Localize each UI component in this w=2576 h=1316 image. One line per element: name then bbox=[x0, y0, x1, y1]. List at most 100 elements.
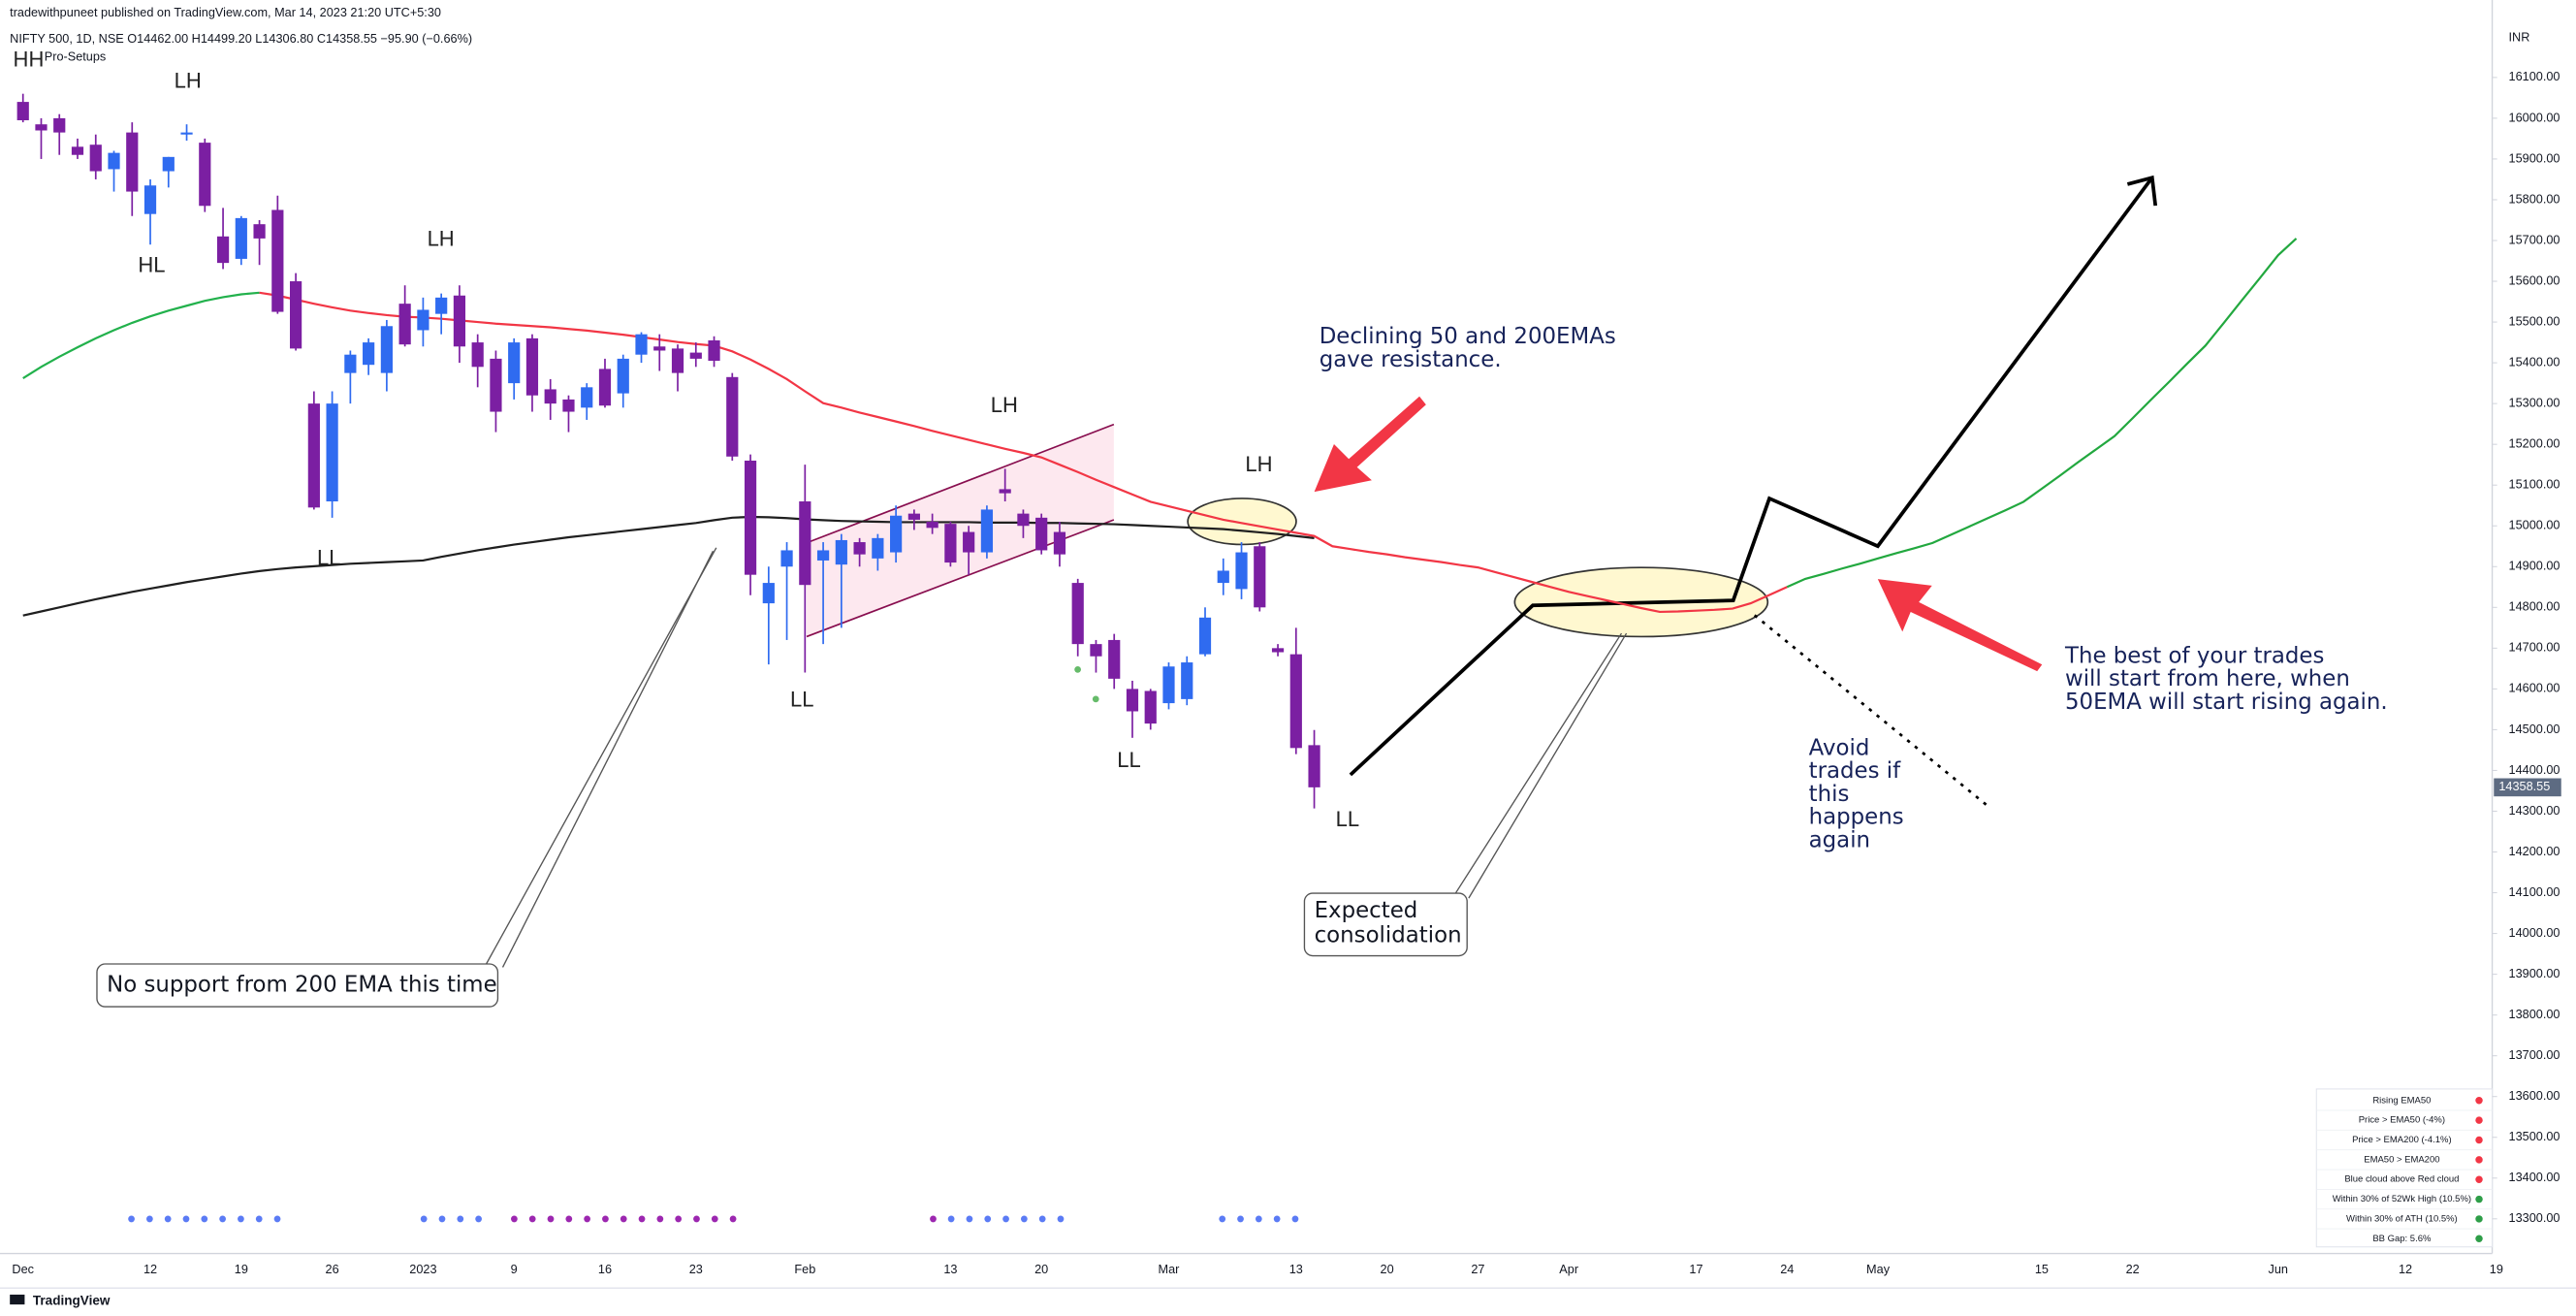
candle-body bbox=[471, 342, 484, 368]
wave-label: LH bbox=[175, 69, 202, 93]
channel-upper bbox=[806, 423, 1115, 544]
candle-body bbox=[1217, 570, 1229, 584]
candle-body bbox=[235, 217, 247, 259]
candle-body bbox=[1162, 666, 1175, 704]
candle-body bbox=[816, 550, 830, 561]
wave-label: LH bbox=[991, 393, 1018, 417]
signal-dot bbox=[1255, 1215, 1262, 1223]
candle-body bbox=[1144, 690, 1157, 724]
signal-dot bbox=[947, 1215, 955, 1223]
x-tick-label: Feb bbox=[794, 1262, 815, 1276]
signal-dot bbox=[510, 1215, 518, 1223]
candle-body bbox=[53, 117, 66, 133]
x-tick-label: 27 bbox=[1471, 1262, 1484, 1276]
x-tick-label: Jun bbox=[2269, 1262, 2288, 1276]
candle-body bbox=[453, 295, 466, 347]
y-tick-label: 14000.00 bbox=[2509, 925, 2560, 940]
signal-dot bbox=[182, 1215, 190, 1223]
candle-body bbox=[726, 376, 739, 457]
signal-dot bbox=[273, 1215, 281, 1223]
y-tick-label: 15000.00 bbox=[2509, 518, 2560, 532]
candle-body bbox=[271, 209, 284, 312]
y-tick-label: 16100.00 bbox=[2509, 69, 2560, 83]
signal-dot bbox=[438, 1215, 446, 1223]
annotation: 50EMA will start rising again. bbox=[2065, 690, 2388, 715]
y-tick-label: 15300.00 bbox=[2509, 395, 2560, 409]
signal-dot bbox=[528, 1215, 536, 1223]
x-tick-label: 15 bbox=[2035, 1262, 2049, 1276]
candle-body bbox=[435, 297, 448, 314]
signal-dot bbox=[201, 1215, 208, 1223]
signal-dot bbox=[1237, 1215, 1244, 1223]
status-dot bbox=[2475, 1116, 2483, 1124]
signal-dot bbox=[693, 1215, 700, 1223]
y-tick-label: 14900.00 bbox=[2509, 559, 2560, 573]
ema-line bbox=[259, 291, 1788, 614]
signal-dot bbox=[164, 1215, 172, 1223]
status-label: Blue cloud above Red cloud bbox=[2344, 1174, 2459, 1185]
annotation: again bbox=[1809, 827, 1870, 852]
x-tick-label: Dec bbox=[12, 1262, 34, 1276]
publisher-line: tradewithpuneet published on TradingView… bbox=[10, 5, 441, 19]
candle-body bbox=[544, 389, 557, 404]
brand-logo bbox=[10, 1294, 25, 1305]
candle-body bbox=[71, 146, 84, 155]
x-tick-label: May bbox=[1866, 1262, 1891, 1276]
x-tick-label: 12 bbox=[143, 1262, 157, 1276]
x-tick-label: 13 bbox=[943, 1262, 957, 1276]
callout-line bbox=[1454, 632, 1623, 894]
y-tick-label: 15200.00 bbox=[2509, 436, 2560, 451]
x-tick-label: 13 bbox=[1289, 1262, 1303, 1276]
signal-dot bbox=[656, 1215, 664, 1223]
candle-body bbox=[508, 342, 521, 384]
x-tick-label: 22 bbox=[2126, 1262, 2140, 1276]
status-dot bbox=[2475, 1175, 2483, 1183]
status-label: BB Gap: 5.6% bbox=[2372, 1234, 2432, 1244]
candle-body bbox=[1289, 654, 1302, 749]
status-label: Price > EMA200 (-4.1%) bbox=[2352, 1135, 2451, 1145]
candle-body bbox=[780, 550, 793, 567]
symbol-line: NIFTY 500, 1D, NSE O14462.00 H14499.20 L… bbox=[10, 31, 472, 46]
highlight-ellipse bbox=[1187, 498, 1297, 546]
signal-dot bbox=[457, 1215, 464, 1223]
candle-body bbox=[490, 358, 502, 412]
x-tick-label: 24 bbox=[1780, 1262, 1794, 1276]
y-tick-label: 15800.00 bbox=[2509, 191, 2560, 206]
status-dot bbox=[2475, 1195, 2483, 1204]
candle-body bbox=[1308, 745, 1320, 787]
candle-body bbox=[180, 132, 193, 135]
y-tick-label: 14800.00 bbox=[2509, 599, 2560, 614]
candle-body bbox=[289, 281, 302, 349]
signal-dot bbox=[984, 1215, 992, 1223]
status-dot bbox=[2475, 1156, 2483, 1164]
candle-body bbox=[417, 309, 429, 331]
candle-body bbox=[162, 156, 175, 172]
candle-body bbox=[799, 501, 811, 586]
candle-body bbox=[253, 224, 266, 239]
x-tick-label: 23 bbox=[689, 1262, 703, 1276]
candle-body bbox=[199, 143, 211, 207]
candle-body bbox=[617, 358, 629, 394]
last-price-marker bbox=[2494, 778, 2561, 797]
candle-body bbox=[671, 348, 684, 373]
y-tick-label: 14100.00 bbox=[2509, 884, 2560, 899]
status-label: Price > EMA50 (-4%) bbox=[2359, 1115, 2445, 1126]
signal-dot bbox=[638, 1215, 646, 1223]
y-tick-label: 15100.00 bbox=[2509, 477, 2560, 492]
candle-body bbox=[744, 460, 757, 575]
x-tick-label: Mar bbox=[1159, 1262, 1181, 1276]
annotation: trades if bbox=[1809, 758, 1901, 784]
ema-line bbox=[22, 515, 1315, 617]
ema-line bbox=[22, 291, 260, 380]
signal-dot bbox=[128, 1215, 135, 1223]
candle-body bbox=[108, 152, 120, 170]
candle-body bbox=[835, 539, 847, 565]
wave-label: LL bbox=[790, 687, 813, 711]
y-tick-label: 15600.00 bbox=[2509, 273, 2560, 287]
candle-body bbox=[89, 144, 102, 172]
callout-box bbox=[96, 963, 499, 1008]
ema-line bbox=[1786, 238, 2298, 589]
wave-label: LL bbox=[1336, 807, 1359, 831]
annotation: Avoid bbox=[1809, 735, 1870, 760]
